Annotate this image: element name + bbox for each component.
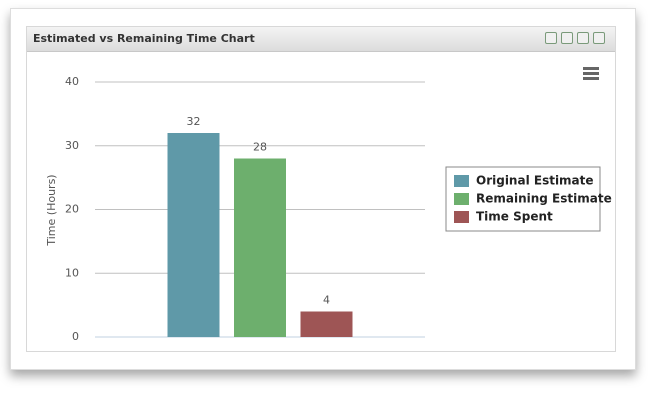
close-button[interactable]: [593, 32, 605, 44]
data-label: 32: [187, 115, 201, 128]
legend-box: [445, 166, 601, 232]
y-tick-label: 20: [65, 203, 79, 216]
y-tick-label: 0: [72, 330, 79, 343]
menu-icon[interactable]: [583, 67, 599, 80]
data-label: 4: [323, 294, 330, 307]
legend-label: Time Spent: [476, 210, 553, 224]
settings-button[interactable]: [561, 32, 573, 44]
y-tick-label: 10: [65, 266, 79, 279]
y-tick-label: 30: [65, 139, 79, 152]
bar: [234, 158, 286, 337]
bar: [300, 311, 353, 337]
y-tick-label: 40: [65, 75, 79, 88]
legend-label: Original Estimate: [476, 174, 594, 188]
legend-swatch: [454, 211, 469, 223]
collapse-button[interactable]: [545, 32, 557, 44]
bar: [167, 133, 220, 337]
panel-title: Estimated vs Remaining Time Chart: [33, 32, 255, 45]
panel-header: Estimated vs Remaining Time Chart: [27, 27, 615, 52]
pin-button[interactable]: [577, 32, 589, 44]
legend-swatch: [454, 193, 469, 205]
y-axis-label: Time (Hours): [45, 174, 58, 246]
legend-label: Remaining Estimate: [476, 192, 612, 206]
data-label: 28: [253, 141, 267, 154]
legend-swatch: [454, 175, 469, 187]
panel: Estimated vs Remaining Time Chart: [26, 26, 616, 352]
